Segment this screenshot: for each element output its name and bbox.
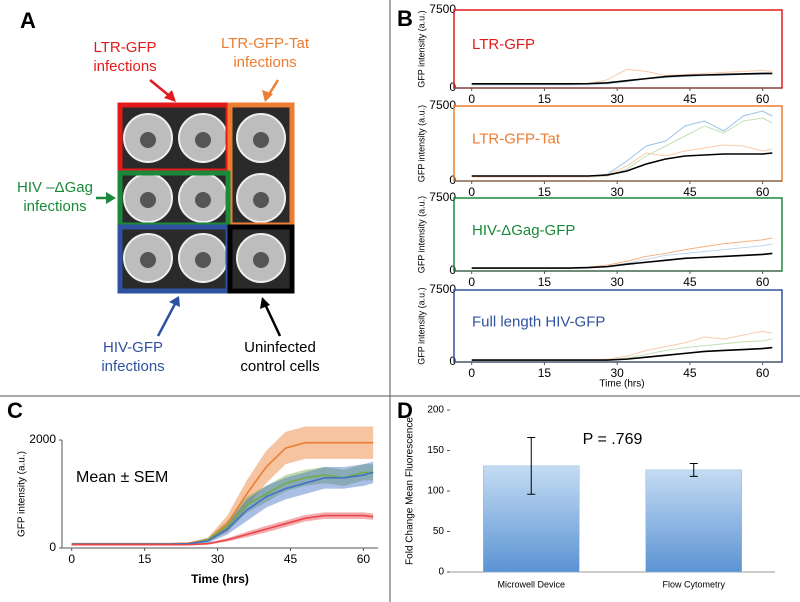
x-tick-label: 0 (468, 92, 475, 106)
panel-name: LTR-GFP-Tat (472, 131, 561, 148)
y-tick-label: 0 (49, 540, 56, 554)
trace (471, 152, 773, 177)
x-tick-label: 60 (756, 275, 770, 289)
panel-label: C (7, 398, 23, 423)
x-tick-label: 45 (683, 366, 697, 380)
x-tick-label: 0 (468, 275, 475, 289)
y-tick-label: 150 (427, 445, 444, 456)
x-tick-label: 45 (683, 92, 697, 106)
x-tick-label: 0 (468, 185, 475, 199)
y-tick-label: 7500 (429, 282, 456, 296)
annotation: Mean ± SEM (76, 469, 168, 486)
y-tick-label: 0 (449, 80, 456, 94)
x-axis-label: Time (hrs) (599, 379, 644, 390)
panel-label: B (397, 6, 413, 31)
mean-line (71, 514, 374, 546)
photo-label: HIV-GFP (103, 339, 163, 356)
sem-band (71, 461, 374, 545)
x-tick-label: Flow Cytometry (662, 579, 725, 589)
photo-label: HIV –ΔGag (17, 179, 93, 196)
trace (471, 73, 773, 86)
x-tick-label: 30 (610, 92, 624, 106)
trace (471, 72, 773, 85)
photo-label: Uninfected (244, 339, 316, 356)
photo-label: infections (23, 198, 86, 215)
y-tick-label: 100 (427, 486, 444, 497)
photo-label: infections (93, 58, 156, 75)
trace (471, 252, 773, 269)
y-axis-label: GFP intensity (a.u.) (416, 10, 426, 87)
y-tick-label: 200 (427, 405, 444, 416)
y-tick-label: 0 (449, 354, 456, 368)
x-tick-label: 15 (538, 366, 552, 380)
x-tick-label: 60 (357, 552, 371, 566)
y-axis-label: GFP intensity (a.u.) (416, 196, 426, 273)
x-axis-label: Time (hrs) (191, 572, 249, 586)
x-tick-label: 30 (610, 275, 624, 289)
x-tick-label: 0 (468, 366, 475, 380)
error-bar (689, 462, 698, 477)
trace (471, 346, 773, 361)
photo-label: LTR-GFP (93, 39, 156, 56)
trace (471, 144, 773, 178)
y-axis-label: GFP intensity (a.u.) (17, 451, 28, 537)
x-tick-label: 45 (683, 275, 697, 289)
bar (645, 469, 742, 573)
arrows (96, 79, 282, 337)
charts: A B C D LTR-GFP infections LTR-GFP-Tat infectio… (7, 2, 783, 589)
y-axis-label: GFP intensity (a.u.) (416, 287, 426, 364)
x-tick-label: 60 (756, 185, 770, 199)
x-tick-label: 45 (284, 552, 298, 566)
y-tick-label: 7500 (429, 2, 456, 16)
panel-label: D (397, 398, 413, 423)
panel-name: Full length HIV-GFP (472, 313, 605, 330)
x-tick-label: 60 (756, 92, 770, 106)
error-bar (527, 437, 536, 495)
x-tick-label: 30 (610, 185, 624, 199)
photo-label: infections (233, 54, 296, 71)
x-tick-label: 30 (211, 552, 225, 566)
photo-label: control cells (240, 358, 319, 375)
photo-label: LTR-GFP-Tat (221, 35, 310, 52)
x-tick-label: 15 (538, 275, 552, 289)
sem-band (71, 426, 374, 545)
panel-name: LTR-GFP (472, 36, 535, 53)
x-tick-label: Microwell Device (497, 579, 565, 589)
x-tick-label: 15 (138, 552, 152, 566)
x-tick-label: 45 (683, 185, 697, 199)
x-tick-label: 15 (538, 92, 552, 106)
panel-label: A (20, 8, 36, 33)
y-tick-label: 7500 (429, 190, 456, 204)
photo-grid (117, 102, 295, 294)
y-tick-label: 0 (438, 567, 444, 578)
x-tick-label: 30 (610, 366, 624, 380)
x-tick-label: 0 (68, 552, 75, 566)
y-tick-label: 50 (433, 526, 445, 537)
x-tick-label: 15 (538, 185, 552, 199)
y-tick-label: 0 (449, 173, 456, 187)
photo-label: infections (101, 358, 164, 375)
y-tick-label: 0 (449, 263, 456, 277)
y-tick-label: 2000 (29, 432, 56, 446)
y-axis-label: Fold Change Mean Fluorescence (405, 417, 416, 565)
panel-name: HIV-ΔGag-GFP (472, 222, 575, 239)
annotation: P = .769 (583, 431, 643, 448)
y-axis-label: GFP intensity (a.u.) (416, 105, 426, 182)
y-tick-label: 7500 (429, 98, 456, 112)
x-tick-label: 60 (756, 366, 770, 380)
